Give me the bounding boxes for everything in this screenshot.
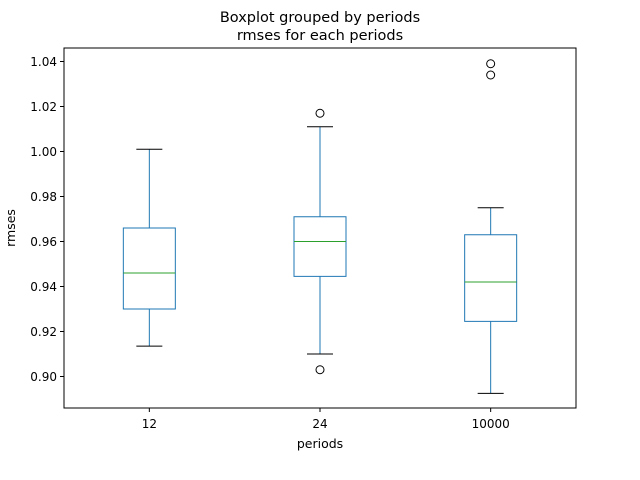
outlier-point xyxy=(486,59,496,69)
outlier-point xyxy=(315,365,325,375)
iqr-box xyxy=(122,227,176,310)
iqr-box xyxy=(293,216,347,277)
x-tick-label: 10000 xyxy=(472,417,510,431)
y-tick-label: 0.92 xyxy=(30,325,57,339)
y-tick-label: 0.90 xyxy=(30,370,57,384)
y-tick-label: 1.04 xyxy=(30,55,57,69)
outlier-point xyxy=(315,108,325,118)
box-group-24 xyxy=(293,108,347,375)
boxes-layer xyxy=(122,59,518,394)
y-tick-label: 0.94 xyxy=(30,280,57,294)
x-tick-label: 24 xyxy=(312,417,327,431)
x-tick-label: 12 xyxy=(142,417,157,431)
chart-subtitle: rmses for each periods xyxy=(237,28,403,44)
iqr-box xyxy=(464,234,518,322)
y-tick-label: 1.02 xyxy=(30,100,57,114)
y-axis: 0.90 0.92 0.94 0.96 0.98 1.00 1.02 1.04 xyxy=(30,55,64,384)
y-axis-label: rmses xyxy=(3,209,18,247)
outlier-point xyxy=(486,70,496,80)
box-group-12 xyxy=(122,148,176,347)
y-tick-label: 0.96 xyxy=(30,235,57,249)
y-tick-label: 0.98 xyxy=(30,190,57,204)
x-axis-label: periods xyxy=(297,436,343,451)
chart-title: Boxplot grouped by periods xyxy=(220,10,420,26)
y-tick-label: 1.00 xyxy=(30,145,57,159)
box-group-10000 xyxy=(464,59,518,394)
x-axis: 12 24 10000 xyxy=(142,408,510,431)
